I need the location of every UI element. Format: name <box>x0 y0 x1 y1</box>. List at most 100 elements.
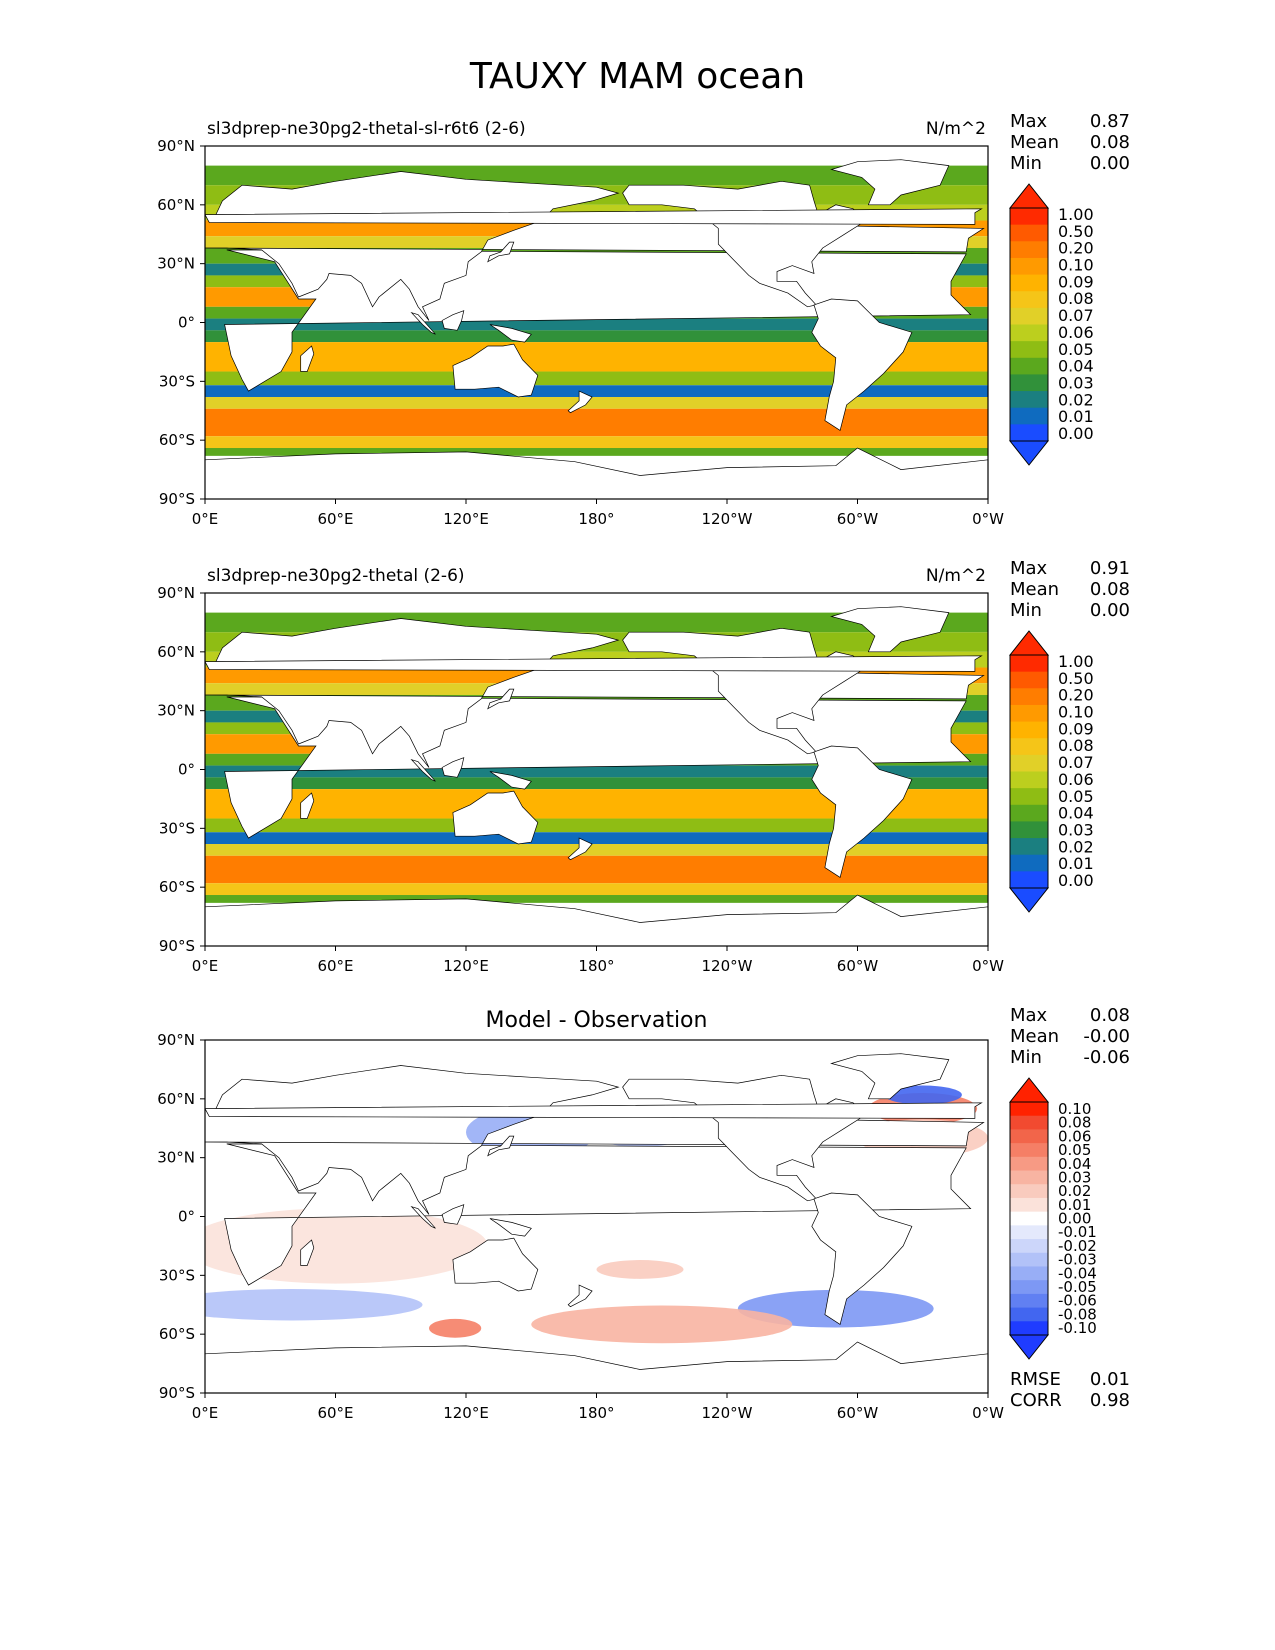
colorbar-label: 0.04 <box>1058 357 1094 376</box>
x-tick-label: 60°E <box>317 957 353 975</box>
land-new-zealand <box>567 1284 593 1308</box>
y-tick-label: 30°N <box>157 1149 195 1167</box>
field-band <box>205 448 988 456</box>
stat-value: 0.00 <box>1090 153 1130 174</box>
colorbar-swatch <box>1010 208 1048 226</box>
field-band <box>205 883 988 896</box>
y-tick-label: 30°S <box>159 819 195 837</box>
y-tick-label: 30°N <box>157 702 195 720</box>
colorbar-swatch <box>1010 391 1048 409</box>
colorbar-swatch <box>1010 1184 1048 1199</box>
y-tick-label: 30°N <box>157 255 195 273</box>
colorbar-swatch <box>1010 324 1048 342</box>
colorbar-label: 0.01 <box>1058 1196 1091 1214</box>
colorbar-swatch <box>1010 274 1048 292</box>
colorbar-extend-top <box>1008 183 1050 209</box>
colorbar-swatch <box>1010 1115 1048 1130</box>
colorbar-label: -0.06 <box>1058 1292 1097 1310</box>
field-band <box>205 318 988 331</box>
colorbar-frame <box>1009 654 1049 889</box>
colorbar-label: 0.04 <box>1058 804 1094 823</box>
field-band <box>205 397 988 409</box>
land-sumatra <box>410 758 436 782</box>
field-band <box>205 330 988 343</box>
colorbar-label: 0.06 <box>1058 1127 1091 1145</box>
colorbar-label: 0.20 <box>1058 686 1094 705</box>
colorbar-swatch <box>1010 754 1048 772</box>
stat-label: Mean <box>1010 132 1059 153</box>
colorbar-label: 1.00 <box>1058 205 1094 224</box>
land-borneo <box>441 1204 465 1225</box>
land-greenland <box>830 1053 950 1100</box>
colorbar-extend-top <box>1008 630 1050 656</box>
field-band <box>205 832 988 845</box>
colorbar-swatch <box>1010 854 1048 872</box>
colorbar-label: -0.01 <box>1058 1223 1097 1241</box>
colorbar-label: 0.05 <box>1058 340 1094 359</box>
x-tick-label: 0°W <box>972 1404 1004 1422</box>
colorbar-label: 0.07 <box>1058 306 1094 325</box>
panel-units: N/m^2 <box>926 119 986 139</box>
x-tick-label: 0°W <box>972 957 1004 975</box>
land-sumatra <box>410 1205 436 1229</box>
land-eurasia <box>205 618 985 768</box>
stat-label: Mean <box>1010 1026 1059 1047</box>
y-tick-label: 60°S <box>159 878 195 896</box>
field-anomaly <box>429 1318 482 1338</box>
colorbar-label: -0.02 <box>1058 1237 1097 1255</box>
x-tick-label: 0°E <box>192 510 219 528</box>
colorbar-swatch <box>1010 1170 1048 1185</box>
colorbar-label: 0.10 <box>1058 703 1094 722</box>
y-tick-label: 0° <box>178 314 195 332</box>
field-band <box>205 385 988 398</box>
colorbar-swatch <box>1010 1225 1048 1240</box>
y-tick-label: 60°N <box>157 196 195 214</box>
stat-value: 0.91 <box>1090 558 1130 579</box>
stat-value: -0.00 <box>1083 1026 1130 1047</box>
colorbar-swatch <box>1010 738 1048 756</box>
colorbar-swatch <box>1010 291 1048 309</box>
stat-label: RMSE <box>1010 1369 1061 1390</box>
x-tick-label: 180° <box>578 510 614 528</box>
y-tick-label: 60°N <box>157 643 195 661</box>
x-tick-label: 180° <box>578 957 614 975</box>
colorbar-label: 0.02 <box>1058 837 1094 856</box>
stat-value: 0.00 <box>1090 600 1130 621</box>
colorbar-swatch <box>1010 424 1048 442</box>
land-australia <box>452 1237 539 1292</box>
y-tick-label: 60°S <box>159 1325 195 1343</box>
colorbar-label: 0.01 <box>1058 854 1094 873</box>
colorbar-label: -0.05 <box>1058 1278 1097 1296</box>
land-madagascar <box>300 792 315 819</box>
colorbar-swatch <box>1010 804 1048 822</box>
colorbar-label: 0.00 <box>1058 871 1094 890</box>
colorbar-swatch <box>1010 374 1048 392</box>
stat-value: 0.08 <box>1090 132 1130 153</box>
colorbar-swatch <box>1010 224 1048 242</box>
colorbar-swatch <box>1010 1197 1048 1213</box>
colorbar-swatch <box>1010 1239 1048 1254</box>
colorbar-label: 0.10 <box>1058 256 1094 275</box>
land-borneo <box>441 310 465 331</box>
land-britain <box>205 1102 983 1119</box>
colorbar-label: 0.09 <box>1058 272 1094 291</box>
colorbar-extend-bottom <box>1008 887 1050 913</box>
x-tick-label: 120°E <box>443 1404 489 1422</box>
land-south-america <box>811 1192 913 1325</box>
colorbar-label: -0.03 <box>1058 1251 1097 1269</box>
field-band <box>205 436 988 449</box>
colorbar-swatch <box>1010 1266 1048 1281</box>
field-band <box>205 408 988 437</box>
land-new-zealand <box>567 837 593 861</box>
field-band <box>205 777 988 790</box>
stat-value: 0.08 <box>1090 579 1130 600</box>
y-tick-label: 90°N <box>157 1031 195 1049</box>
field-band <box>205 895 988 903</box>
colorbar-swatch <box>1010 871 1048 889</box>
colorbar-label: 0.00 <box>1058 424 1094 443</box>
land-australia <box>452 790 539 845</box>
stat-label: CORR <box>1010 1390 1062 1411</box>
x-tick-label: 60°E <box>317 1404 353 1422</box>
colorbar-extend-top <box>1008 1077 1050 1103</box>
